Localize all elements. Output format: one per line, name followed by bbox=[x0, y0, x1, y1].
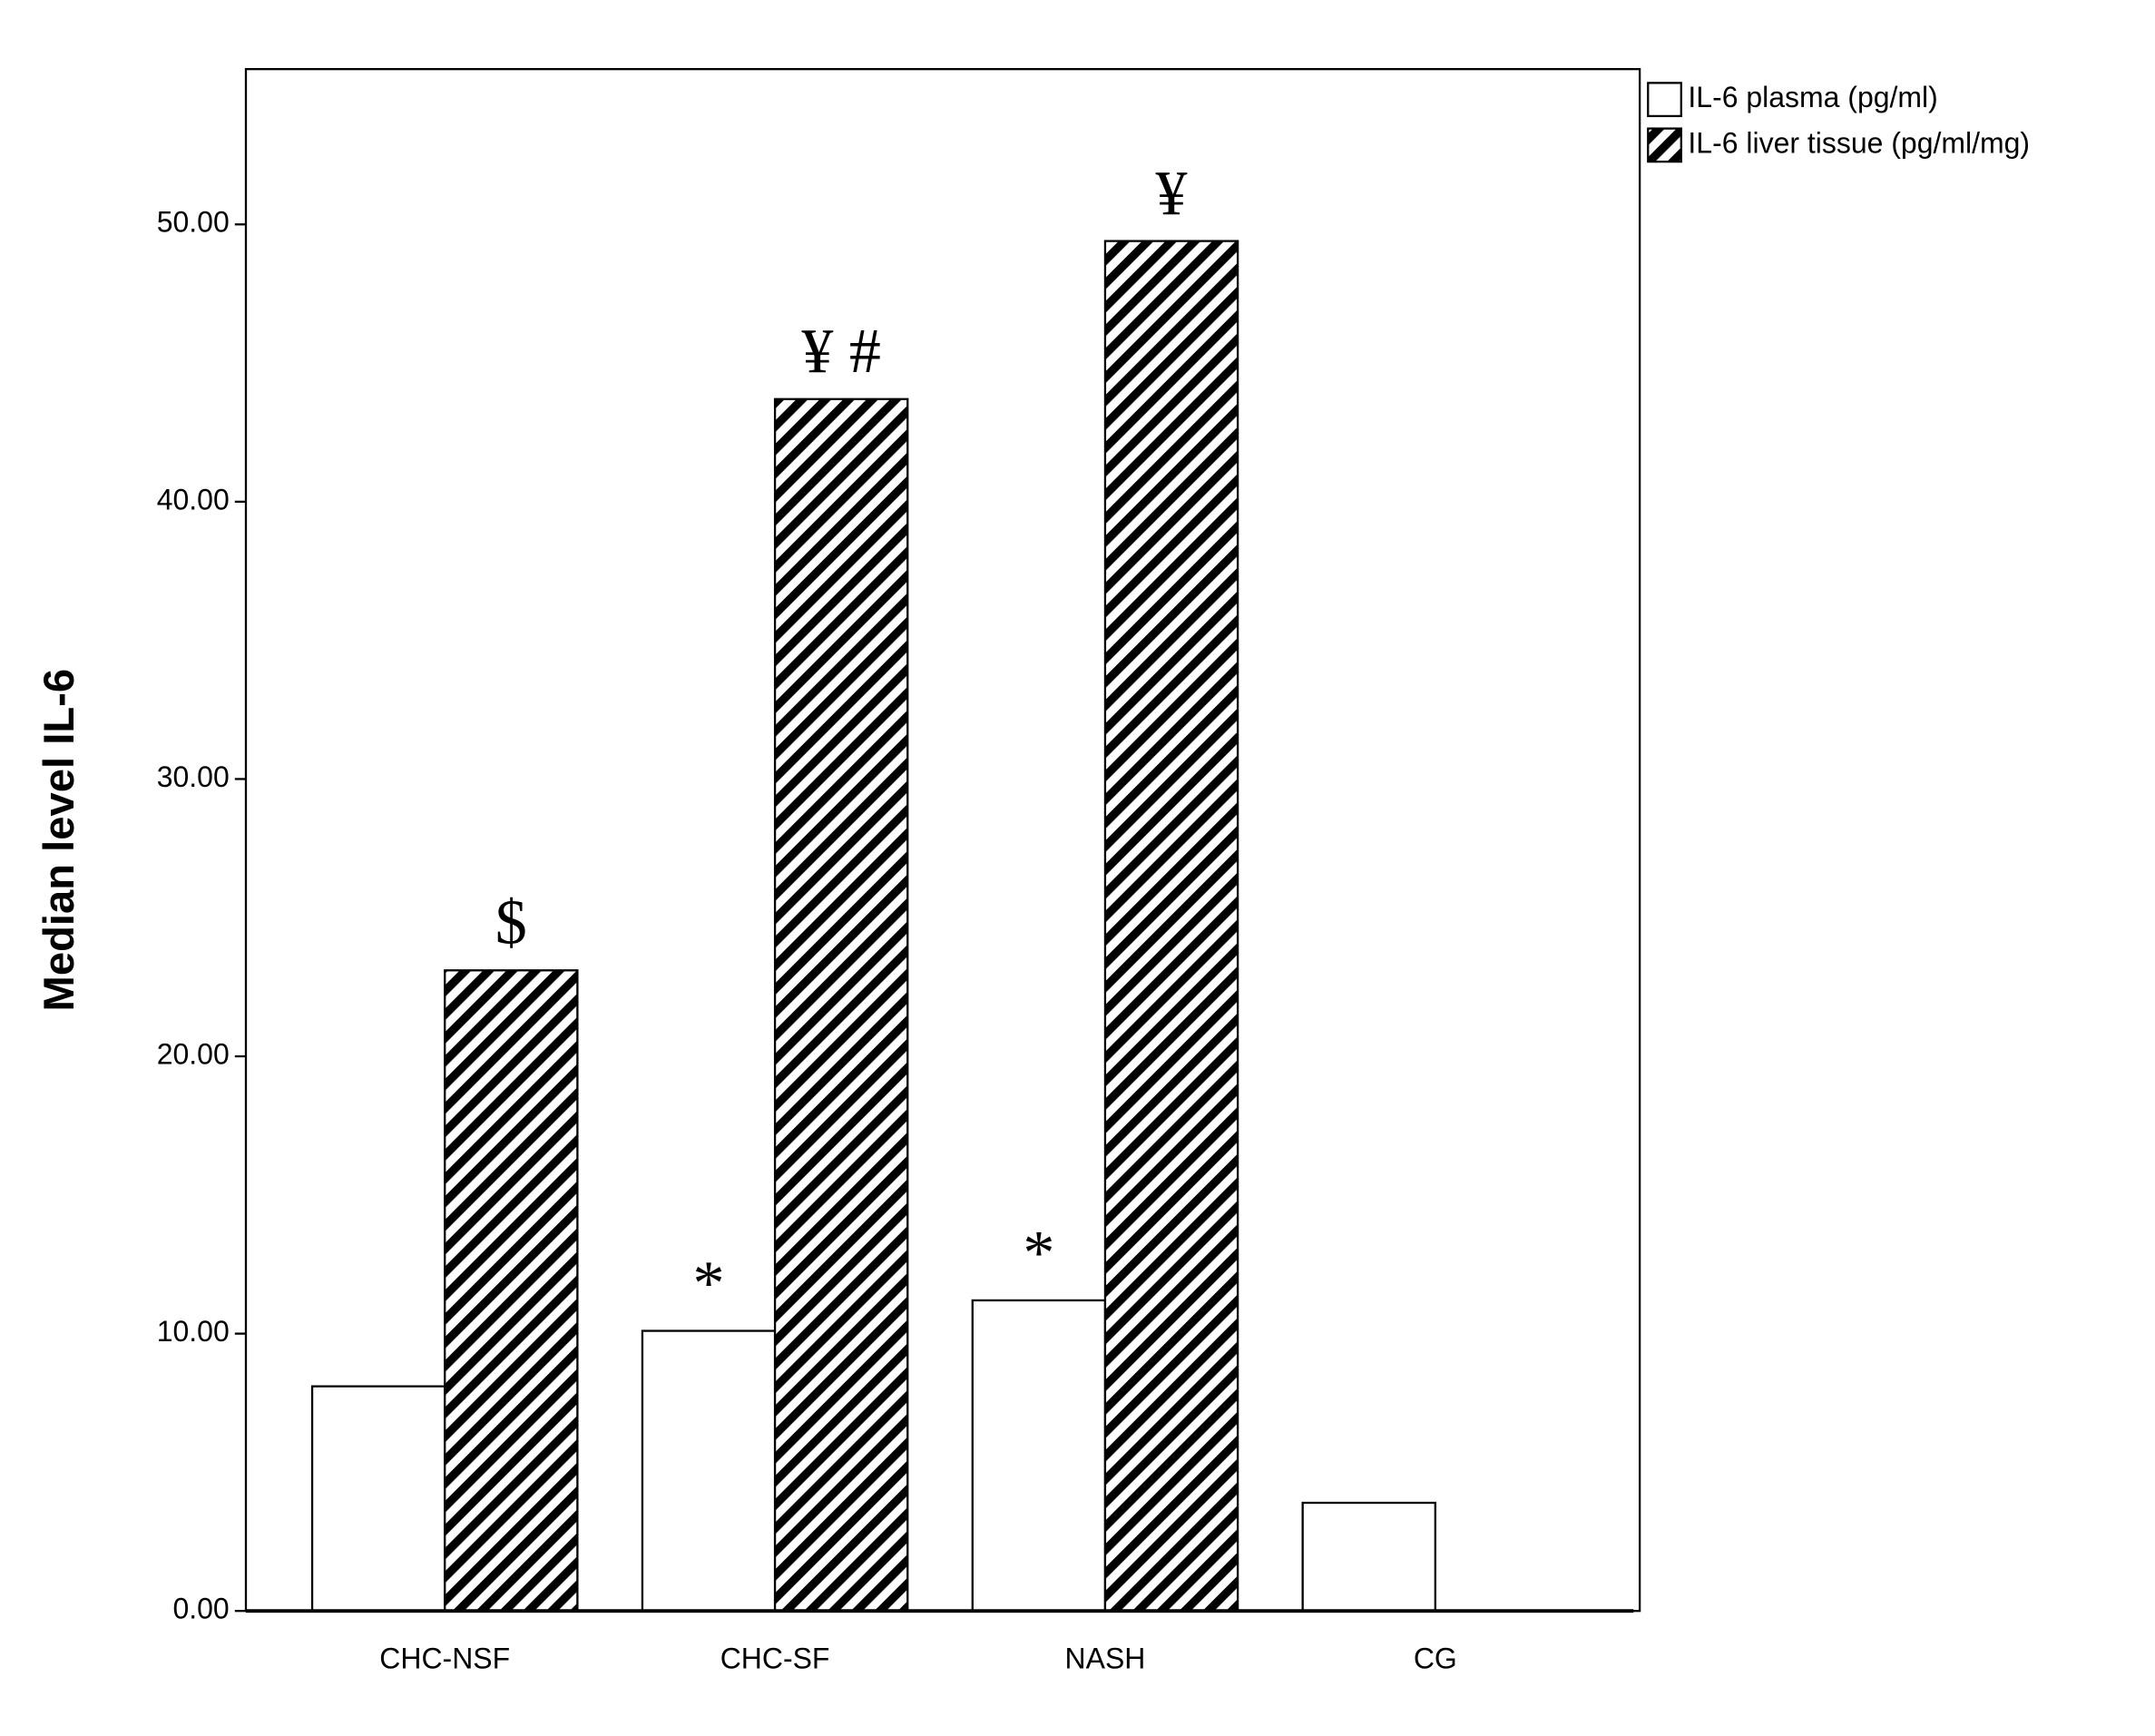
annotation: * bbox=[693, 1249, 725, 1319]
annotation: ¥ bbox=[1156, 159, 1188, 229]
x-tick-label: CG bbox=[1414, 1642, 1457, 1674]
annotation: * bbox=[1023, 1218, 1054, 1288]
bar bbox=[773, 397, 909, 1613]
y-tick-label: 0.00 bbox=[172, 1593, 229, 1625]
y-tick-label: 20.00 bbox=[157, 1037, 230, 1070]
legend-swatch bbox=[1647, 82, 1682, 118]
legend-swatch bbox=[1647, 127, 1682, 163]
y-axis-label: Median level IL-6 bbox=[35, 669, 83, 1012]
bar bbox=[310, 1385, 446, 1613]
bar bbox=[1103, 240, 1239, 1613]
legend-label: IL-6 plasma (pg/ml) bbox=[1688, 81, 1937, 113]
x-tick-label: NASH bbox=[1065, 1642, 1146, 1674]
y-tick-label: 10.00 bbox=[157, 1315, 230, 1348]
x-tick-label: CHC-NSF bbox=[379, 1642, 510, 1674]
bar bbox=[971, 1299, 1107, 1613]
y-tick-label: 50.00 bbox=[157, 206, 230, 239]
legend-label: IL-6 liver tissue (pg/ml/mg) bbox=[1688, 126, 2030, 159]
annotation: ¥ # bbox=[801, 317, 881, 387]
bar bbox=[641, 1329, 777, 1613]
bar bbox=[1301, 1501, 1436, 1613]
x-tick-label: CHC-SF bbox=[720, 1642, 830, 1674]
bar bbox=[444, 969, 579, 1613]
y-tick-label: 30.00 bbox=[157, 760, 230, 793]
y-tick-label: 40.00 bbox=[157, 483, 230, 515]
annotation: $ bbox=[495, 888, 527, 958]
